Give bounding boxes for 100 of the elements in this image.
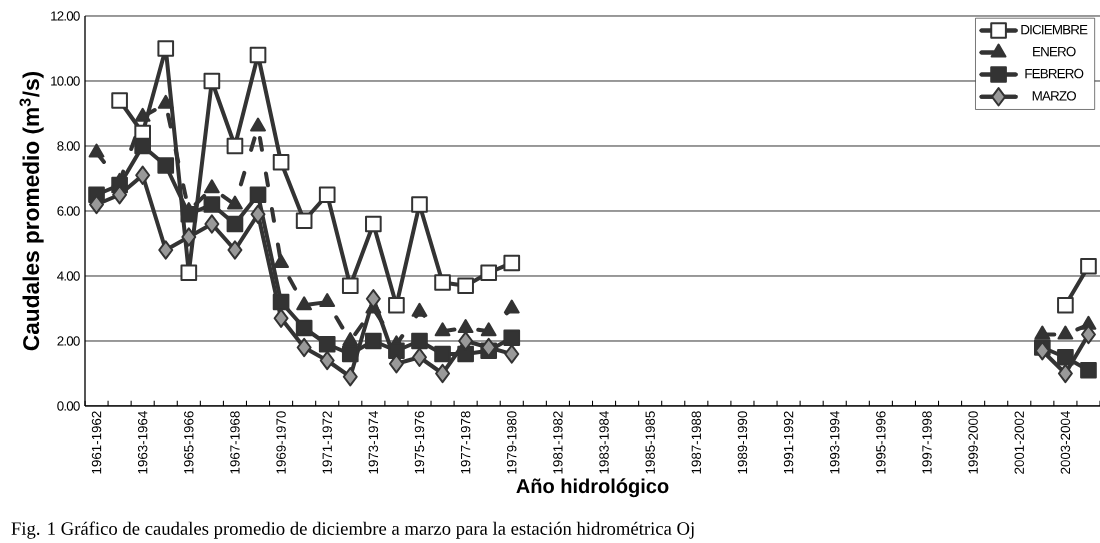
point	[457, 277, 474, 295]
point	[295, 319, 313, 337]
x-tick-label: 1975-1976	[414, 411, 425, 474]
x-tick-label: 1965-1966	[184, 411, 194, 474]
point	[434, 274, 451, 291]
point	[88, 143, 105, 158]
point	[227, 240, 243, 260]
point	[1057, 348, 1074, 366]
point	[134, 137, 151, 155]
point	[1080, 257, 1097, 275]
point	[89, 194, 105, 215]
point	[318, 186, 336, 204]
point	[296, 337, 312, 358]
x-tick-label: 1961-1962	[91, 411, 102, 474]
point	[157, 40, 175, 57]
x-tick-label: 1999-2000	[968, 411, 978, 474]
point	[180, 205, 198, 223]
point	[1080, 361, 1097, 379]
point	[111, 92, 128, 109]
point	[203, 179, 220, 194]
point	[157, 94, 174, 109]
point	[411, 347, 427, 367]
point	[411, 196, 428, 213]
point	[504, 344, 520, 364]
x-tick-label: 2001-2002	[1014, 411, 1024, 474]
x-tick-label: 1995-1996	[876, 411, 886, 474]
point	[135, 165, 151, 185]
point	[481, 337, 497, 358]
point	[318, 335, 336, 353]
x-tick-label: 1993-1994	[830, 411, 840, 474]
point	[1057, 296, 1074, 314]
point	[112, 185, 128, 205]
point	[365, 215, 382, 233]
x-tick-label: 1985-1985	[645, 411, 655, 474]
point	[226, 137, 244, 155]
point	[319, 350, 335, 371]
legend-label: FEBRERO	[1025, 68, 1084, 79]
point	[295, 212, 313, 230]
point	[296, 296, 313, 311]
point	[342, 332, 359, 346]
x-tick-label: 1987-1988	[691, 411, 702, 474]
x-tick-label: 1991-1992	[783, 411, 794, 474]
y-tick-label: 10.00	[51, 76, 80, 86]
legend-label: MARZO	[1032, 91, 1076, 101]
x-tick-label: 1979-1980	[507, 411, 517, 474]
x-tick-label: 1981-1982	[553, 411, 563, 474]
point	[249, 186, 267, 204]
point	[227, 195, 243, 210]
point	[503, 299, 520, 314]
point	[411, 332, 428, 350]
point	[1057, 325, 1074, 340]
point	[503, 254, 521, 272]
point	[1057, 363, 1073, 384]
point	[457, 345, 474, 363]
x-axis-title: Año hidrológico	[516, 478, 669, 498]
point	[180, 264, 198, 282]
x-tick-label: 1971-1972	[322, 411, 332, 474]
point	[226, 215, 244, 233]
point	[365, 332, 382, 350]
x-tick-label: 1989-1990	[737, 411, 748, 474]
y-tick-label: 2.00	[57, 336, 80, 346]
point	[434, 345, 451, 363]
point	[434, 322, 451, 337]
point	[480, 322, 497, 337]
y-tick-label: 4.00	[57, 271, 80, 281]
x-tick-label: 1983-1984	[599, 411, 609, 474]
legend-label: ENERO	[1033, 46, 1076, 57]
x-tick-label: 1967-1968	[230, 411, 240, 474]
point	[272, 153, 290, 171]
point	[503, 329, 521, 347]
point	[1034, 325, 1051, 340]
point	[249, 46, 267, 64]
legend-label: DICIEMBRE	[1021, 24, 1088, 35]
y-tick-label: 6.00	[57, 206, 80, 216]
point	[480, 264, 498, 282]
x-tick-label: 1997-1998	[922, 411, 932, 474]
x-tick-label: 1969-1970	[276, 411, 286, 474]
point	[204, 214, 220, 234]
y-axis-title: Caudales promedio (m$^{3}$/s)	[19, 71, 44, 351]
point	[435, 363, 451, 384]
x-tick-label: 2003-2004	[1060, 411, 1071, 474]
point	[341, 345, 359, 363]
point	[365, 289, 381, 309]
point	[319, 293, 336, 307]
point	[458, 331, 474, 351]
point	[273, 308, 289, 328]
x-tick-label: 1977-1978	[460, 411, 471, 474]
point	[388, 342, 405, 360]
caption: Fig. 1 Gráfico de caudales promedio de diciembre a marzo para la estación hidrométrica Oj	[11, 521, 694, 539]
point	[203, 72, 221, 90]
point	[342, 367, 358, 387]
point	[272, 293, 290, 311]
point	[457, 319, 474, 333]
point	[134, 107, 151, 122]
point	[157, 157, 175, 174]
point	[411, 302, 428, 317]
y-tick-label: 0.00	[57, 401, 80, 411]
point	[1034, 341, 1050, 361]
point	[250, 117, 266, 132]
point	[250, 204, 266, 224]
